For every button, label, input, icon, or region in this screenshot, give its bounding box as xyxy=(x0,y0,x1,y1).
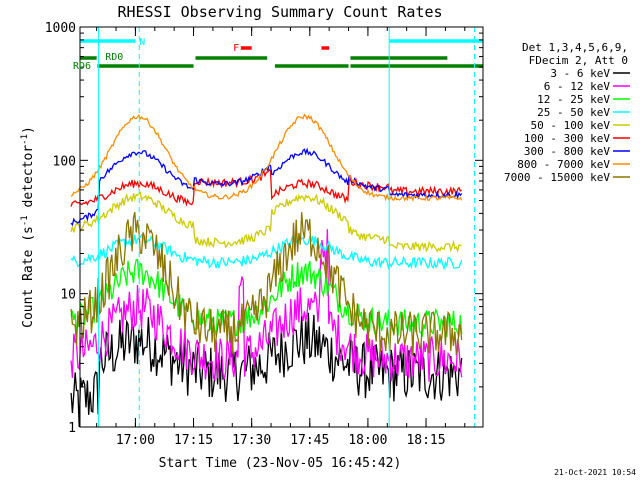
series-line-8 xyxy=(70,212,463,357)
x-tick-label: 18:00 xyxy=(348,433,387,448)
legend-label: 50 - 100 keV xyxy=(531,119,611,132)
y-tick-label: 1000 xyxy=(45,21,76,36)
legend-label: 7000 - 15000 keV xyxy=(504,171,610,184)
series-line-1 xyxy=(70,229,463,382)
x-axis-label: Start Time (23-Nov-05 16:45:42) xyxy=(159,456,402,471)
legend-label: 800 - 7000 keV xyxy=(517,158,610,171)
legend-header-line: FDecim 2, Att 0 xyxy=(529,54,628,67)
y-tick-label: 10 xyxy=(60,288,76,303)
flag-bars-layer xyxy=(80,39,483,68)
vlines-layer xyxy=(98,27,475,427)
x-tick-label: 18:15 xyxy=(406,433,445,448)
x-ticks-layer: 17:00 17:15 17:30 17:45 18:00 18:15 xyxy=(96,27,466,448)
annotation-f: F xyxy=(233,43,239,54)
annotation-n: N xyxy=(139,37,145,48)
series-line-3 xyxy=(70,233,463,271)
y-axis-label-main: Count Rate (s xyxy=(21,226,36,328)
y-tick-label: 100 xyxy=(53,154,76,169)
series-line-0 xyxy=(70,312,463,428)
x-tick-label: 17:30 xyxy=(232,433,271,448)
chart-title: RHESSI Observing Summary Count Rates xyxy=(117,3,442,21)
y-tick-label: 1 xyxy=(68,421,76,436)
series-line-5 xyxy=(70,168,463,207)
y-axis-label-sup2: -1 xyxy=(20,134,30,145)
legend-label: 3 - 6 keV xyxy=(550,67,610,80)
legend-label: 12 - 25 keV xyxy=(537,93,610,106)
annotation-rd0: RD0 xyxy=(105,52,123,63)
legend-header-line: Det 1,3,4,5,6,9, xyxy=(522,41,628,54)
y-ticks-layer: 1 10 100 1000 xyxy=(45,21,483,436)
y-axis-label-sup1: -1 xyxy=(20,215,30,226)
legend-label: 100 - 300 keV xyxy=(524,132,610,145)
plot-frame xyxy=(79,26,484,428)
x-tick-label: 17:45 xyxy=(290,433,329,448)
annotation-layer: N RD0 RD6 F xyxy=(73,37,239,72)
annotation-rd6: RD6 xyxy=(73,61,91,72)
date-stamp: 21-Oct-2021 10:54 xyxy=(554,468,636,477)
series-line-4 xyxy=(70,191,462,253)
series-line-7 xyxy=(70,113,463,202)
y-axis-label-end: ) xyxy=(21,126,36,134)
legend: Det 1,3,4,5,6,9,FDecim 2, Att 03 - 6 keV… xyxy=(504,41,630,184)
legend-label: 25 - 50 keV xyxy=(537,106,610,119)
legend-label: 300 - 800 keV xyxy=(524,145,610,158)
legend-label: 6 - 12 keV xyxy=(544,80,611,93)
y-axis-label: Count Rate (s-1 detector-1) xyxy=(20,126,36,328)
y-axis-label-mid: detector xyxy=(21,145,36,216)
x-tick-label: 17:15 xyxy=(174,433,213,448)
series-layer xyxy=(70,113,463,428)
x-tick-label: 17:00 xyxy=(116,433,155,448)
